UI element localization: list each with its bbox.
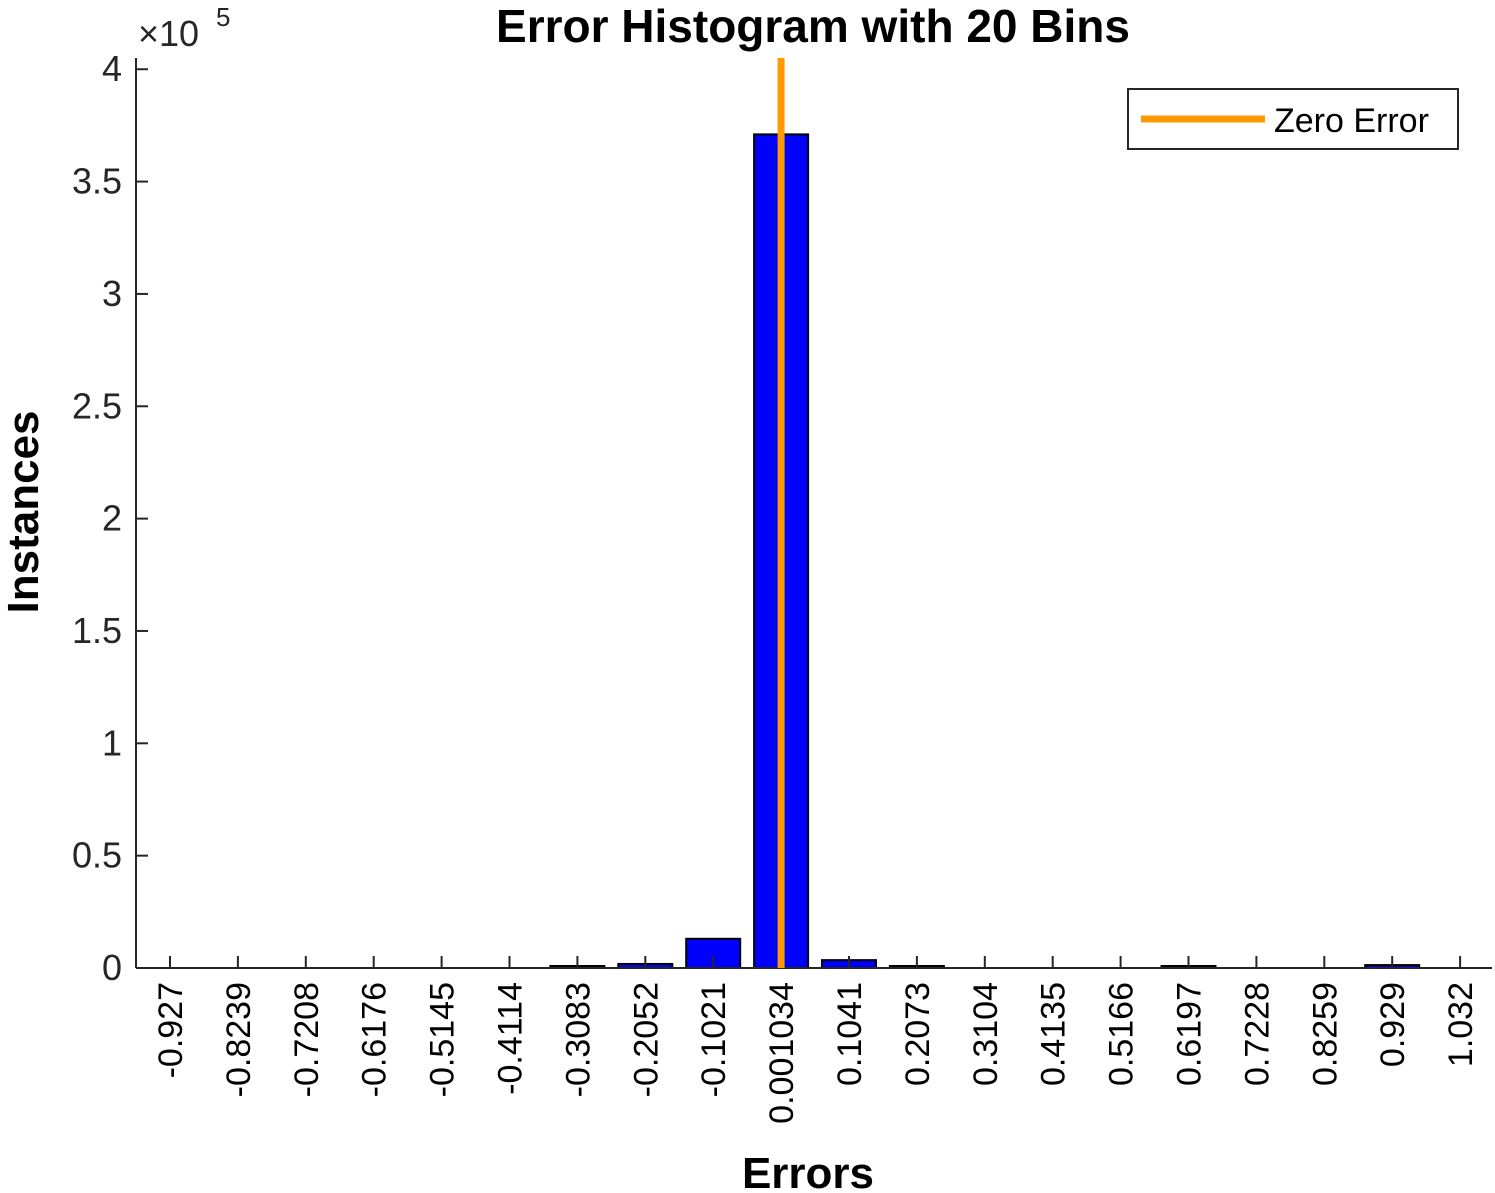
y-axis-exponent: ×10 5 bbox=[138, 2, 230, 54]
x-tick-label: -0.3083 bbox=[559, 982, 597, 1097]
x-tick-label: 0.5166 bbox=[1103, 982, 1141, 1086]
y-tick-label: 4 bbox=[102, 48, 122, 89]
x-tick-label: 0.4135 bbox=[1035, 982, 1073, 1086]
y-tick-label: 1 bbox=[102, 722, 122, 763]
y-tick-label: 3.5 bbox=[72, 161, 122, 202]
y-tick-labels: 0 0.5 1 1.5 2 2.5 3 3.5 4 bbox=[72, 48, 122, 988]
x-tick-label: 0.6197 bbox=[1171, 982, 1209, 1086]
x-tick-label: 0.929 bbox=[1374, 982, 1412, 1067]
chart-title: Error Histogram with 20 Bins bbox=[496, 0, 1130, 52]
y-tick-label: 1.5 bbox=[72, 610, 122, 651]
x-tick-label: 1.032 bbox=[1442, 982, 1480, 1067]
x-tick-label: 0.3104 bbox=[967, 982, 1005, 1086]
x-tick-label: -0.5145 bbox=[424, 982, 462, 1097]
x-tick-label: -0.2052 bbox=[627, 982, 665, 1097]
x-tick-label: -0.1021 bbox=[695, 982, 733, 1097]
y-tick-label: 2.5 bbox=[72, 385, 122, 426]
x-tick-label: 0.7228 bbox=[1238, 982, 1276, 1086]
legend: Zero Error bbox=[1127, 88, 1459, 150]
x-tick-label: -0.6176 bbox=[356, 982, 394, 1097]
x-axis-label: Errors bbox=[742, 1149, 874, 1193]
x-tick-label: -0.4114 bbox=[492, 982, 530, 1095]
x-tick-labels: -0.927 -0.8239 -0.7208 -0.6176 -0.5145 -0.411… bbox=[152, 982, 1480, 1124]
y-tick-label: 3 bbox=[102, 273, 122, 314]
x-tick-label: -0.927 bbox=[152, 982, 190, 1078]
x-tick-label: 0.001034 bbox=[763, 982, 801, 1124]
y-tick-label: 0 bbox=[102, 947, 122, 988]
x-tick-label: 0.8259 bbox=[1306, 982, 1344, 1086]
x-tick-label: -0.7208 bbox=[288, 982, 326, 1097]
y-exponent-base: ×10 bbox=[138, 13, 199, 54]
y-tick-label: 0.5 bbox=[72, 835, 122, 876]
y-axis-label: Instances bbox=[0, 411, 48, 614]
x-tick-label: -0.8239 bbox=[220, 982, 258, 1097]
y-exponent-power: 5 bbox=[216, 2, 230, 32]
legend-zero-error-label: Zero Error bbox=[1274, 102, 1429, 140]
x-tick-label: 0.2073 bbox=[899, 982, 937, 1086]
x-tick-label: 0.1041 bbox=[831, 982, 869, 1086]
y-tick-label: 2 bbox=[102, 498, 122, 539]
